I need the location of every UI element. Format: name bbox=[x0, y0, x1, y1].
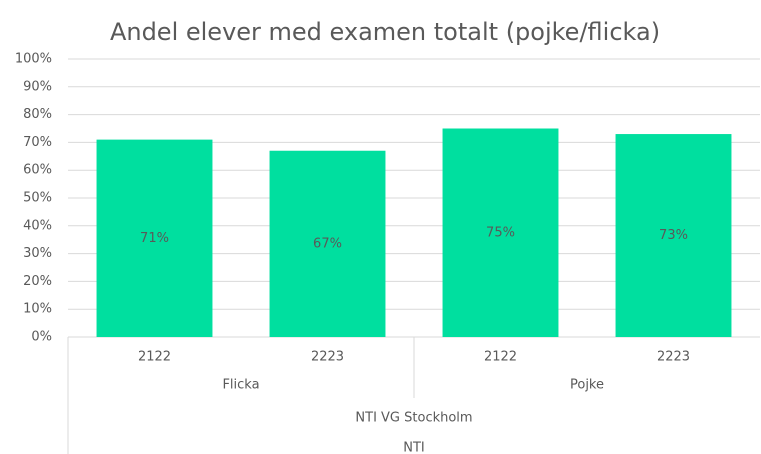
level-label: NTI bbox=[403, 441, 425, 454]
bar bbox=[269, 150, 386, 337]
group-label: Flicka bbox=[222, 378, 259, 393]
x-tick-label: 2223 bbox=[311, 350, 344, 365]
y-tick-label: 20% bbox=[23, 274, 52, 289]
data-label: 67% bbox=[313, 236, 342, 251]
level-label: NTI VG Stockholm bbox=[355, 411, 472, 426]
y-tick-label: 90% bbox=[23, 79, 52, 94]
group-label: Pojke bbox=[570, 378, 604, 393]
y-tick-label: 80% bbox=[23, 107, 52, 122]
y-tick-label: 60% bbox=[23, 163, 52, 178]
y-tick-label: 40% bbox=[23, 218, 52, 233]
x-tick-label: 2122 bbox=[138, 350, 171, 365]
bar bbox=[442, 128, 559, 337]
data-label: 71% bbox=[140, 231, 169, 246]
y-tick-label: 70% bbox=[23, 135, 52, 150]
y-tick-label: 100% bbox=[15, 52, 52, 67]
y-tick-label: 10% bbox=[23, 302, 52, 317]
y-tick-label: 0% bbox=[31, 330, 52, 345]
bar bbox=[615, 134, 732, 337]
chart-title: Andel elever med examen totalt (pojke/fl… bbox=[110, 18, 660, 46]
x-tick-label: 2122 bbox=[484, 350, 517, 365]
bar bbox=[96, 139, 213, 337]
x-tick-label: 2223 bbox=[657, 350, 690, 365]
y-tick-label: 30% bbox=[23, 246, 52, 261]
data-label: 75% bbox=[486, 225, 515, 240]
data-label: 73% bbox=[659, 228, 688, 243]
y-tick-label: 50% bbox=[23, 191, 52, 206]
